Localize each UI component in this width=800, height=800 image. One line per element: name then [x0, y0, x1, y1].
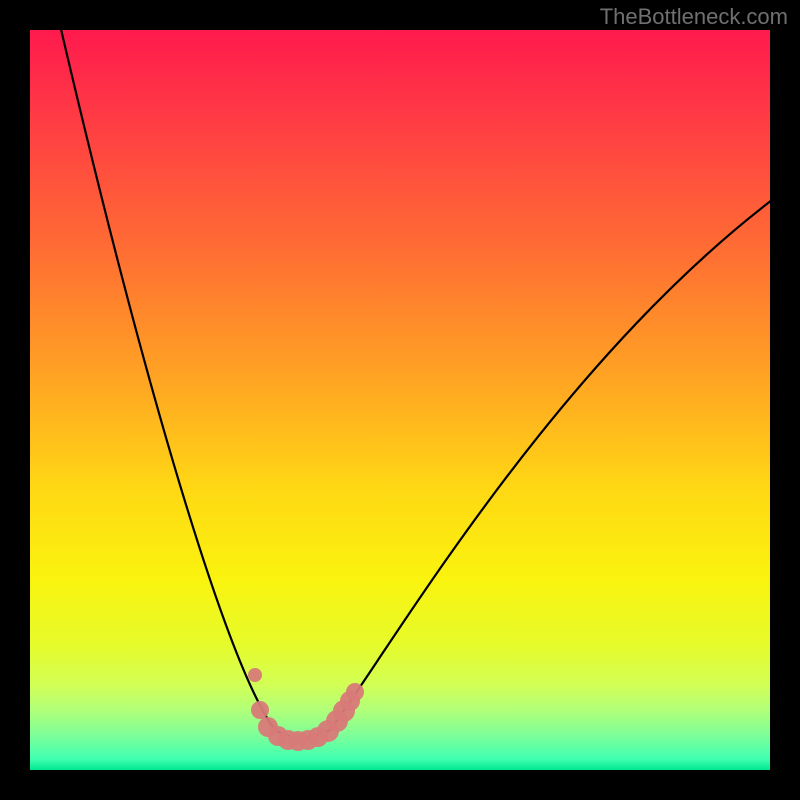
curve-marker	[248, 668, 262, 682]
bottleneck-curve	[30, 30, 770, 770]
watermark-text: TheBottleneck.com	[600, 4, 788, 30]
plot-area	[30, 30, 770, 770]
curve-marker	[346, 683, 364, 701]
